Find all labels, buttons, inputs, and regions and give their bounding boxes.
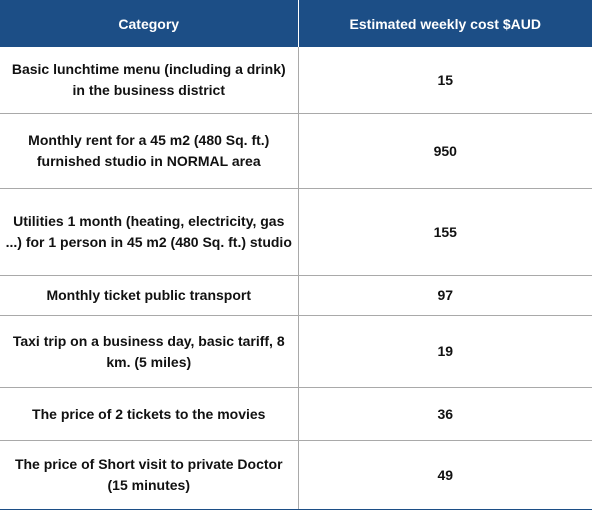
cost-cell: 19 — [298, 315, 592, 388]
table-row: Monthly ticket public transport 97 — [0, 275, 592, 316]
column-header-cost: Estimated weekly cost $AUD — [298, 0, 592, 47]
cost-cell: 15 — [298, 47, 592, 114]
category-cell: Monthly ticket public transport — [0, 275, 299, 316]
category-cell: Taxi trip on a business day, basic tarif… — [0, 315, 299, 388]
cost-cell: 155 — [298, 188, 592, 276]
table-row: Utilities 1 month (heating, electricity,… — [0, 188, 592, 276]
category-cell: Basic lunchtime menu (including a drink)… — [0, 47, 299, 114]
table-row: The price of 2 tickets to the movies 36 — [0, 387, 592, 441]
category-cell: The price of 2 tickets to the movies — [0, 387, 299, 441]
category-cell: Monthly rent for a 45 m2 (480 Sq. ft.) f… — [0, 113, 299, 189]
column-header-category: Category — [0, 0, 299, 47]
table-row: Monthly rent for a 45 m2 (480 Sq. ft.) f… — [0, 113, 592, 189]
category-cell: Utilities 1 month (heating, electricity,… — [0, 188, 299, 276]
cost-cell: 950 — [298, 113, 592, 189]
cost-cell: 36 — [298, 387, 592, 441]
category-cell: The price of Short visit to private Doct… — [0, 440, 299, 510]
cost-cell: 49 — [298, 440, 592, 510]
table-row: Taxi trip on a business day, basic tarif… — [0, 315, 592, 388]
header-row: Category Estimated weekly cost $AUD — [0, 0, 592, 47]
cost-cell: 97 — [298, 275, 592, 316]
table-row: The price of Short visit to private Doct… — [0, 440, 592, 510]
table-row: Basic lunchtime menu (including a drink)… — [0, 47, 592, 114]
table-body: Basic lunchtime menu (including a drink)… — [0, 47, 592, 510]
table-header: Category Estimated weekly cost $AUD — [0, 0, 592, 47]
